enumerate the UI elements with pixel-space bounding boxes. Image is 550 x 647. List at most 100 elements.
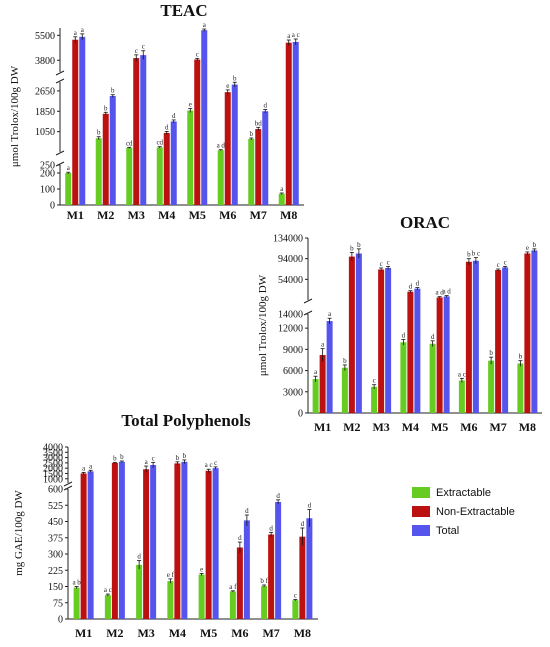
significance-letter: a: [89, 462, 93, 470]
x-category-label: M2: [97, 208, 114, 222]
bar-non-extractable: [102, 113, 109, 205]
significance-letter: d: [416, 280, 420, 288]
y-tick-label: 2000: [43, 464, 63, 475]
significance-letter: d: [264, 101, 268, 109]
y-axis-label: μmol Trolox/100g DW: [257, 274, 269, 376]
bar-total: [231, 84, 238, 205]
y-tick-label: 375: [48, 533, 63, 544]
bar-non-extractable: [236, 547, 243, 619]
axis-break-mark: [55, 150, 65, 156]
significance-letter: b: [111, 87, 115, 95]
y-tick-label: 12000: [278, 324, 303, 335]
y-tick-label: 6000: [283, 366, 303, 377]
bar-total: [140, 55, 147, 206]
significance-letter: d: [409, 283, 413, 291]
bar-extractable: [371, 386, 378, 413]
y-tick-label: 4000: [43, 443, 63, 454]
y-tick-label: 3000: [283, 387, 303, 398]
axis-break-mark: [63, 481, 73, 487]
significance-letter: a: [67, 164, 71, 172]
axis-break-mark: [55, 78, 65, 84]
significance-letter: b: [233, 74, 237, 82]
bar-total: [262, 111, 269, 205]
significance-letter: a c: [104, 586, 112, 594]
x-category-label: M6: [219, 208, 236, 222]
x-category-label: M8: [294, 626, 311, 640]
chart-title: Total Polyphenols: [121, 411, 251, 430]
bar-non-extractable: [111, 462, 118, 619]
x-category-label: M7: [262, 626, 279, 640]
y-tick-label: 1050: [35, 127, 55, 138]
y-tick-label: 2500: [43, 458, 63, 469]
legend-swatch: [412, 525, 430, 536]
significance-letter: d: [431, 333, 435, 341]
x-category-label: M2: [106, 626, 123, 640]
significance-letter: c: [196, 50, 199, 58]
bar-extractable: [229, 591, 236, 619]
bar-extractable: [488, 360, 495, 413]
bar-non-extractable: [465, 261, 472, 413]
significance-letter: d: [402, 331, 406, 339]
bar-extractable: [278, 193, 285, 205]
y-tick-label: 94000: [278, 254, 303, 265]
x-category-label: M3: [372, 420, 389, 434]
bar-total: [531, 250, 538, 413]
bar-extractable: [104, 595, 111, 619]
bar-extractable: [198, 574, 205, 619]
bar-extractable: [167, 581, 174, 619]
significance-letter: b: [489, 349, 493, 357]
bar-extractable: [95, 138, 102, 205]
bar-non-extractable: [72, 39, 79, 205]
y-tick-label: 600: [48, 485, 63, 496]
significance-letter: c: [152, 454, 155, 462]
significance-letter: c: [373, 377, 376, 385]
bar-non-extractable: [407, 291, 414, 413]
bar-non-extractable: [319, 355, 326, 413]
bar-non-extractable: [378, 269, 385, 413]
significance-letter: c: [135, 47, 138, 55]
significance-letter: c: [387, 258, 390, 266]
significance-letter: cd: [126, 139, 133, 147]
significance-letter: a d: [442, 288, 451, 296]
y-tick-label: 1000: [43, 474, 63, 485]
bar-total: [212, 468, 219, 619]
bar-extractable: [517, 363, 524, 413]
bar-extractable: [292, 600, 299, 619]
x-category-label: M8: [280, 208, 297, 222]
bar-non-extractable: [163, 132, 170, 205]
bar-total: [326, 321, 333, 413]
bar-total: [243, 520, 250, 619]
bar-total: [414, 288, 421, 413]
significance-letter: e: [226, 82, 229, 90]
bar-extractable: [156, 147, 163, 205]
x-category-label: M2: [343, 420, 360, 434]
bar-total: [201, 30, 208, 206]
y-tick-label: 3000: [43, 453, 63, 464]
significance-letter: c: [380, 260, 383, 268]
significance-letter: c: [214, 459, 217, 467]
y-tick-label: 54000: [278, 275, 303, 286]
bar-total: [292, 41, 299, 205]
significance-letter: b: [343, 357, 347, 365]
bar-extractable: [65, 173, 72, 205]
significance-letter: b: [97, 129, 101, 137]
chart-total-polyphenols: Total Polyphenols mg GAE/100g DW 0 75 150 225…: [13, 411, 318, 640]
bar-non-extractable: [285, 42, 292, 205]
x-category-label: M6: [460, 420, 477, 434]
y-tick-label: 0: [298, 409, 303, 420]
x-category-label: M5: [200, 626, 217, 640]
significance-letter: a: [203, 21, 207, 29]
y-tick-label: 14000: [278, 310, 303, 321]
significance-letter: d: [137, 553, 141, 561]
legend-label: Non-Extractable: [436, 506, 515, 518]
bar-total: [109, 96, 116, 205]
significance-letter: d: [308, 502, 312, 510]
x-category-label: M4: [158, 208, 175, 222]
legend-label: Total: [436, 525, 459, 537]
bar-non-extractable: [133, 58, 140, 205]
significance-letter: d: [301, 520, 305, 528]
y-tick-label: 225: [48, 566, 63, 577]
bar-non-extractable: [255, 129, 262, 205]
significance-letter: e: [189, 100, 192, 108]
significance-letter: b: [519, 353, 523, 361]
